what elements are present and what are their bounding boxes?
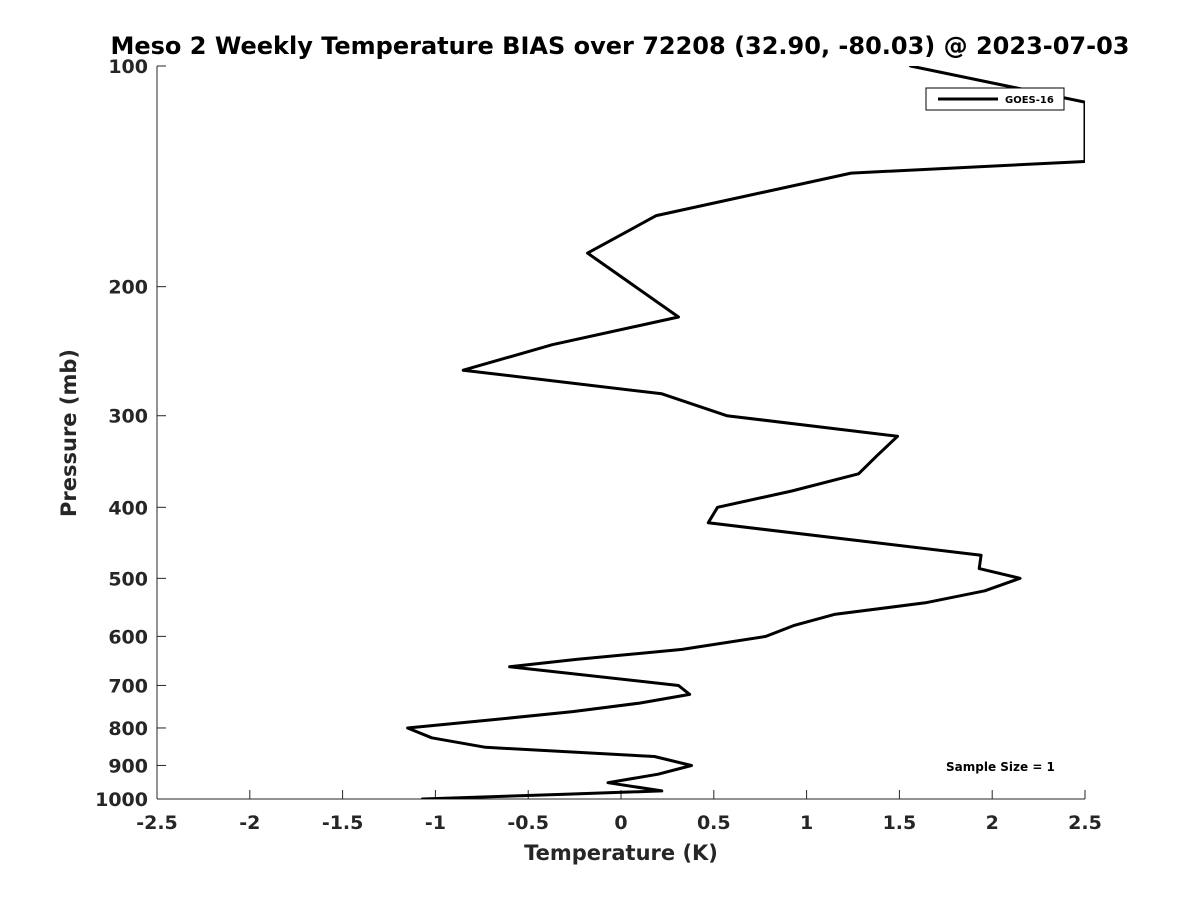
legend-entry: GOES-16 (1005, 95, 1054, 106)
y-tick-label: 500 (108, 568, 148, 590)
x-tick-label: 2 (986, 812, 999, 834)
y-tick-label: 200 (108, 277, 148, 299)
chart-title: Meso 2 Weekly Temperature BIAS over 7220… (110, 32, 1129, 60)
y-tick-label: 600 (108, 626, 148, 648)
x-tick-label: -2 (239, 812, 260, 834)
x-tick-label: 1.5 (883, 812, 917, 834)
sample-size-annotation: Sample Size = 1 (946, 760, 1055, 774)
y-tick-label: 100 (108, 56, 148, 78)
y-tick-label: 800 (108, 718, 148, 740)
x-tick-label: -0.5 (507, 812, 549, 834)
x-tick-label: 0.5 (697, 812, 731, 834)
series-line-goes-16 (406, 66, 1085, 799)
x-tick-label: 1 (800, 812, 813, 834)
y-axis-label: Pressure (mb) (57, 349, 81, 517)
y-tick-label: 900 (108, 755, 148, 777)
y-tick-label: 700 (108, 675, 148, 697)
y-tick-label: 400 (108, 497, 148, 519)
y-tick-label: 1000 (95, 789, 148, 811)
x-axis-label: Temperature (K) (524, 841, 718, 865)
x-tick-label: -1 (425, 812, 446, 834)
x-tick-label: -1.5 (322, 812, 364, 834)
series-group (406, 66, 1085, 799)
axes: -2.5 -2 -1.5 -1 -0.5 0 0.5 1 1.5 2 2.5 100 200 300 400… (95, 56, 1102, 834)
x-tick-label: 2.5 (1068, 812, 1102, 834)
y-tick-label: 300 (108, 406, 148, 428)
x-tick-label: -2.5 (136, 812, 178, 834)
legend: GOES-16 (925, 87, 1065, 111)
x-tick-label: 0 (614, 812, 627, 834)
